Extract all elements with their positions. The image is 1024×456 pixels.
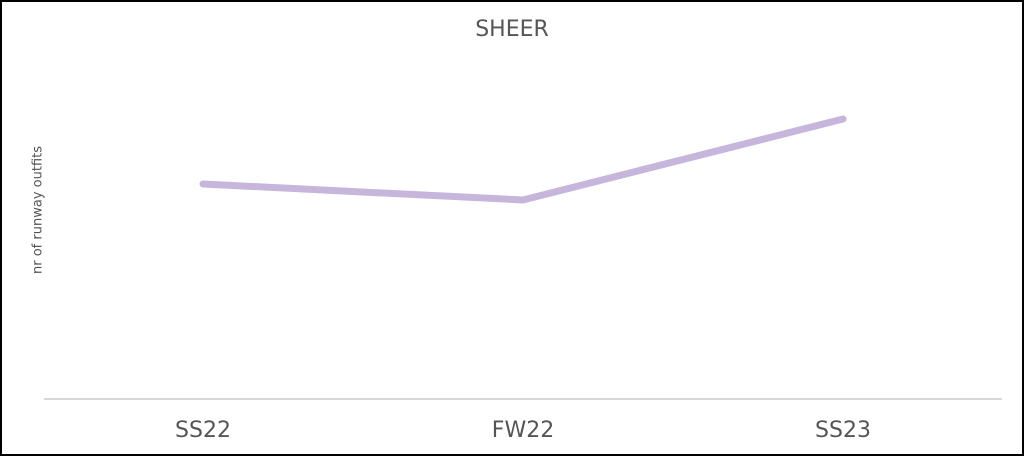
x-tick-label: FW22	[492, 418, 554, 443]
x-tick-label: SS22	[175, 418, 231, 443]
x-tick-label: SS23	[815, 418, 871, 443]
y-axis-label: nr of runway outfits	[31, 146, 46, 274]
data-line	[199, 115, 847, 204]
chart-title: SHEER	[475, 17, 549, 42]
